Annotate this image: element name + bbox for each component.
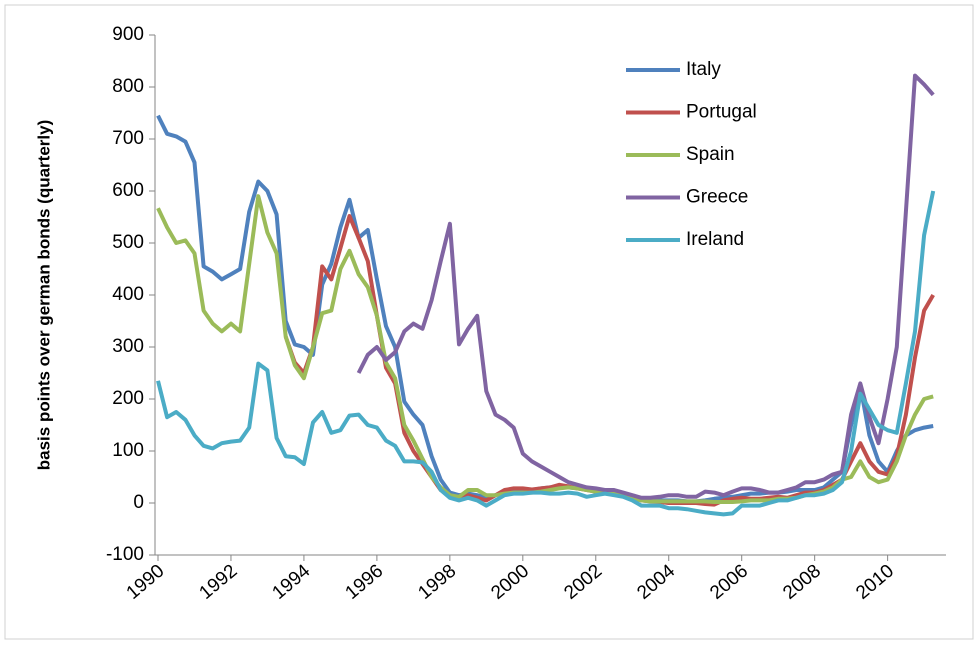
y-tick-label: -100 <box>106 544 144 565</box>
y-tick-label: 600 <box>112 180 144 201</box>
legend-label: Portugal <box>686 102 757 123</box>
legend-label: Spain <box>686 144 735 165</box>
y-tick-label: 300 <box>112 336 144 357</box>
y-tick-label: 400 <box>112 284 144 305</box>
y-tick-label: 0 <box>133 492 144 513</box>
y-tick-label: 900 <box>112 24 144 45</box>
legend-label: Greece <box>686 187 748 208</box>
y-axis-title: basis points over german bonds (quarterl… <box>34 120 53 470</box>
y-tick-label: 200 <box>112 388 144 409</box>
y-tick-label: 100 <box>112 440 144 461</box>
series-line <box>156 190 936 517</box>
legend-label: Italy <box>686 59 721 80</box>
y-tick-label: 700 <box>112 128 144 149</box>
y-tick-label: 800 <box>112 76 144 97</box>
legend-label: Ireland <box>686 229 744 250</box>
series-line <box>356 73 935 500</box>
y-tick-label: 500 <box>112 232 144 253</box>
chart-frame <box>4 4 974 640</box>
